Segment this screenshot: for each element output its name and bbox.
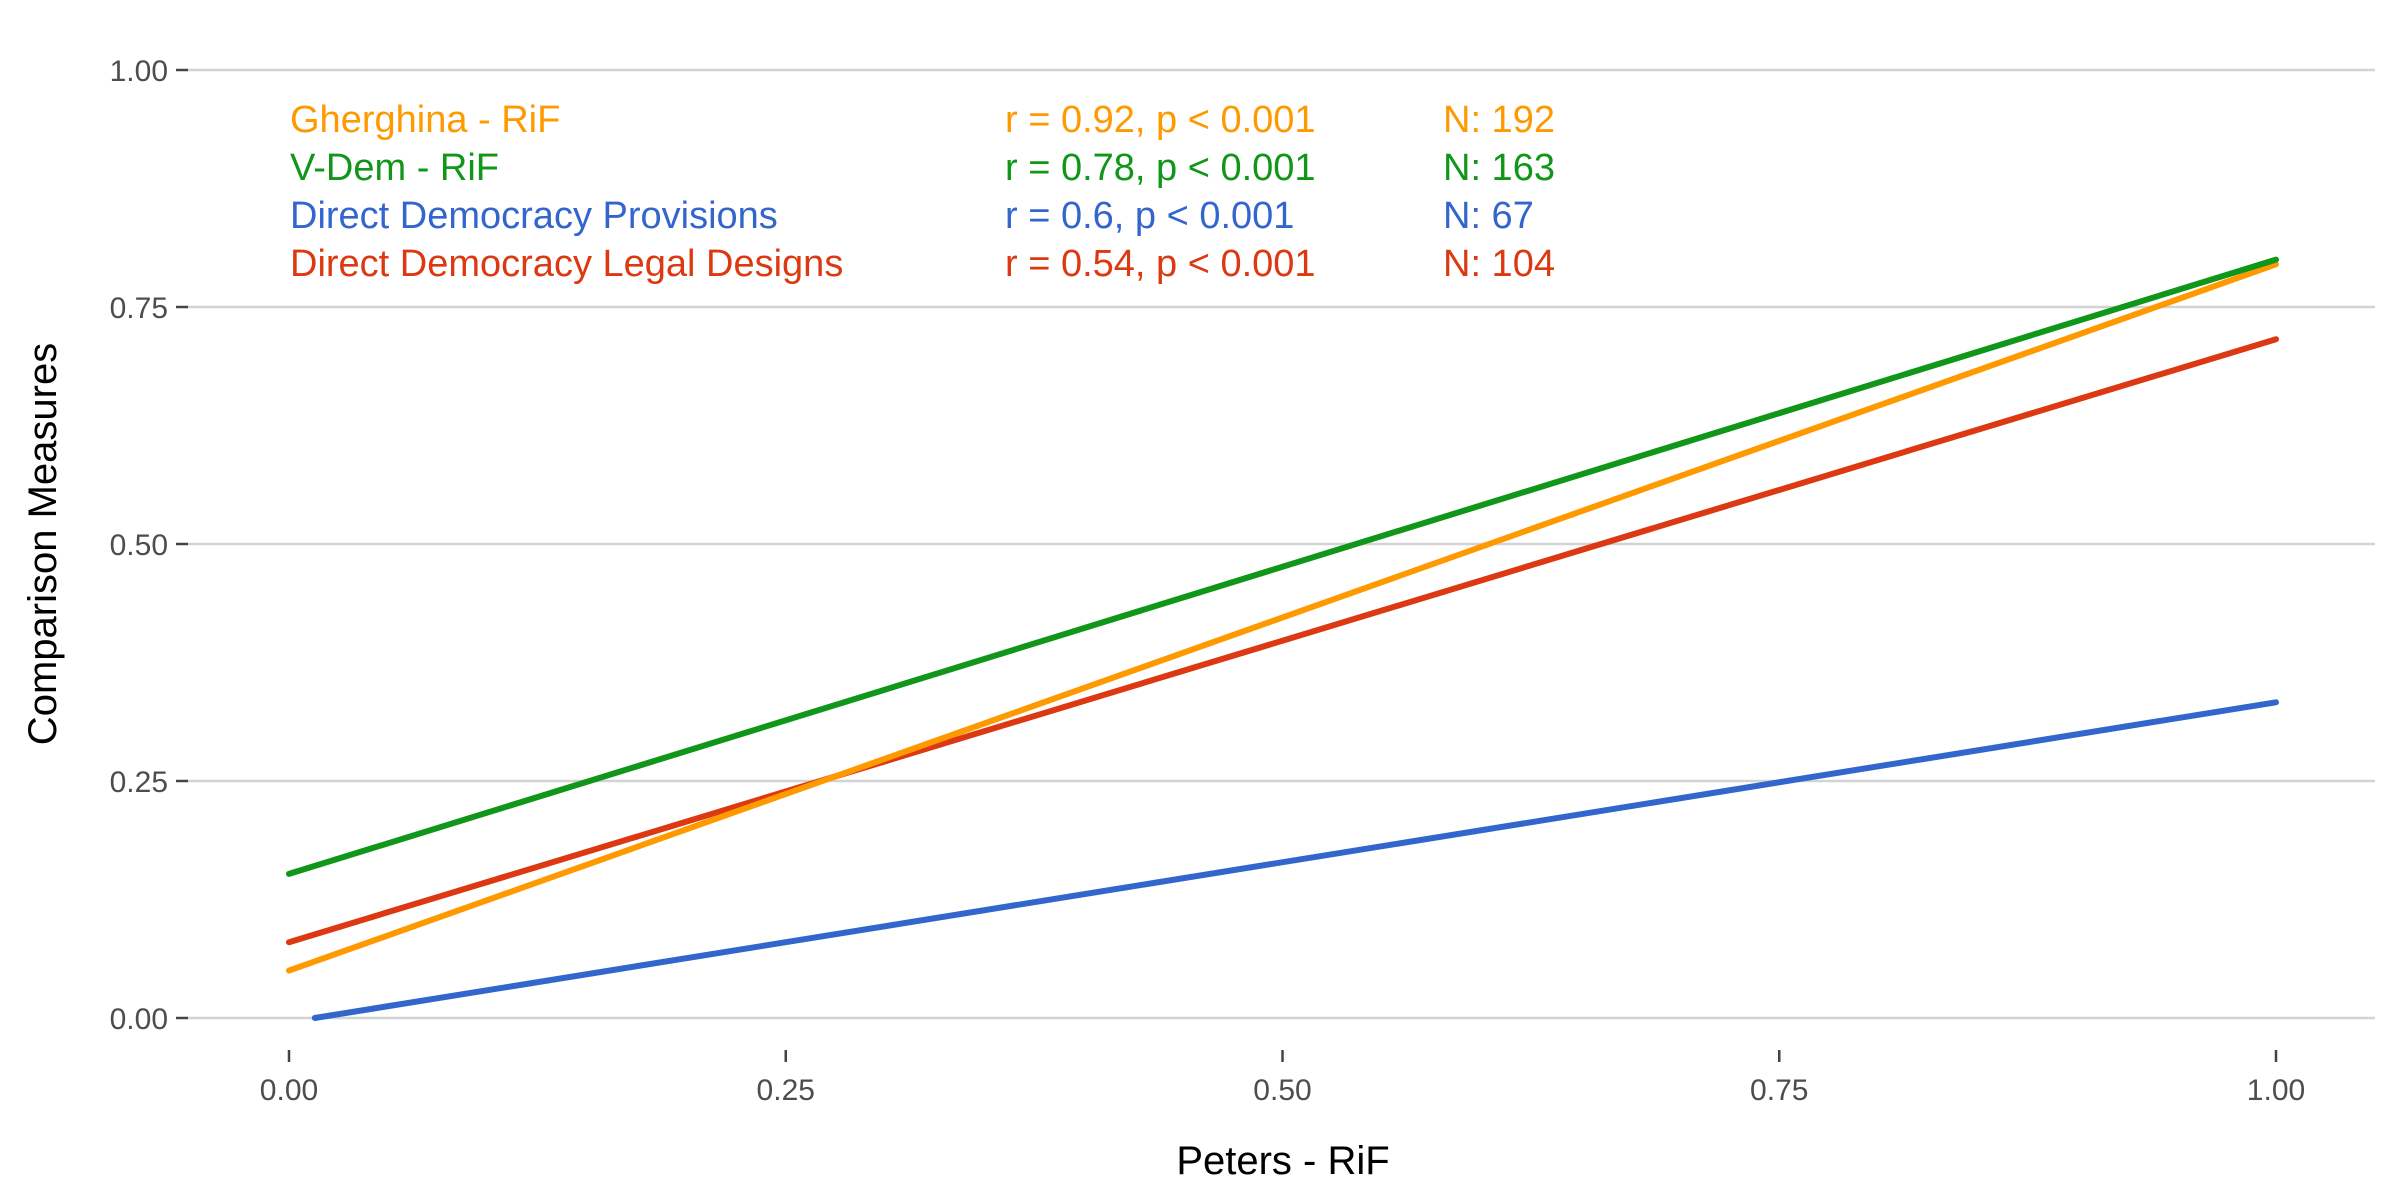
legend-n-1: N: 163 — [1443, 147, 1555, 189]
series-line-0 — [286, 261, 2279, 974]
x-tick-label: 1.00 — [2247, 1074, 2305, 1107]
y-tick-label: 0.25 — [110, 766, 168, 799]
series-line-3 — [286, 336, 2279, 946]
legend-layer: Gherghina - RiF r = 0.92, p < 0.001 N: 192… — [290, 99, 1555, 285]
x-tick-label: 0.00 — [260, 1074, 318, 1107]
legend-stat-0: r = 0.92, p < 0.001 — [1005, 99, 1316, 141]
legend-stat-1: r = 0.78, p < 0.001 — [1005, 147, 1316, 189]
series-line-2 — [311, 699, 2279, 1021]
series-layer — [286, 256, 2279, 1021]
legend-stat-3: r = 0.54, p < 0.001 — [1005, 243, 1316, 285]
legend-name-1: V-Dem - RiF — [290, 147, 499, 189]
legend-name-2: Direct Democracy Provisions — [290, 195, 778, 237]
y-axis-title: Comparison Measures — [21, 343, 65, 745]
y-tick-label: 0.00 — [110, 1003, 168, 1036]
x-tick-label: 0.25 — [757, 1074, 815, 1107]
legend-n-2: N: 67 — [1443, 195, 1534, 237]
y-tick-label: 0.50 — [110, 529, 168, 562]
x-tick-label: 0.50 — [1253, 1074, 1311, 1107]
legend-stat-2: r = 0.6, p < 0.001 — [1005, 195, 1294, 237]
x-axis-title: Peters - RiF — [1176, 1139, 1389, 1183]
legend-n-0: N: 192 — [1443, 99, 1555, 141]
grid-layer: 0.00 0.25 0.50 0.75 1.00 0.00 0.25 0.50 0.75 1.00 — [110, 55, 2375, 1107]
legend-name-3: Direct Democracy Legal Designs — [290, 243, 843, 285]
legend-name-0: Gherghina - RiF — [290, 99, 560, 141]
y-tick-label: 1.00 — [110, 55, 168, 88]
x-tick-label: 0.75 — [1750, 1074, 1808, 1107]
y-tick-label: 0.75 — [110, 292, 168, 325]
series-line-1 — [286, 256, 2279, 877]
legend-n-3: N: 104 — [1443, 243, 1555, 285]
